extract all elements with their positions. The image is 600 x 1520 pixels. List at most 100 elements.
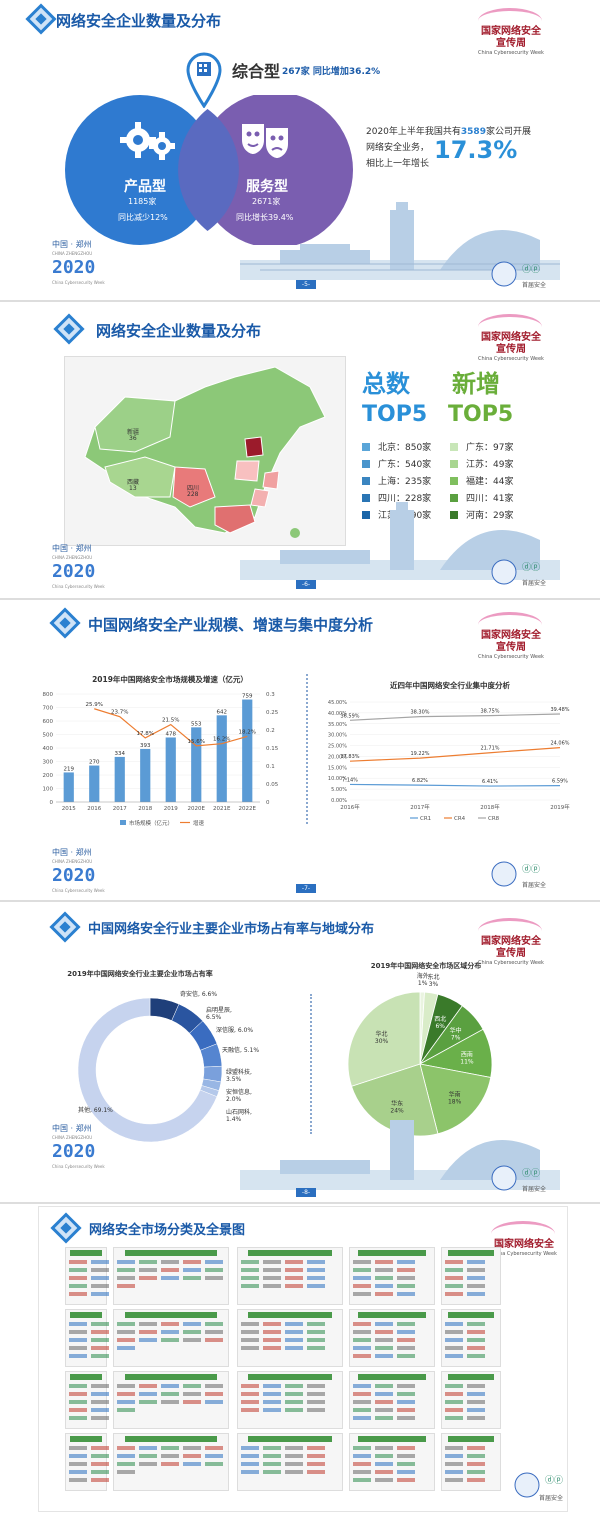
company-logo-chip bbox=[69, 1268, 87, 1272]
pie-slice bbox=[419, 1063, 492, 1135]
company-logo-chip bbox=[307, 1322, 325, 1326]
gears-icon bbox=[120, 122, 175, 160]
company-logo-chip bbox=[139, 1400, 157, 1404]
company-logo-chip bbox=[397, 1384, 415, 1388]
company-logo-chip bbox=[445, 1322, 463, 1326]
company-logo-chip bbox=[117, 1408, 135, 1412]
company-logo-chip bbox=[205, 1446, 223, 1450]
chart-title: 近四年中国网络安全行业集中度分析 bbox=[390, 680, 510, 690]
company-logo-chip bbox=[69, 1292, 87, 1296]
market-size-chart: 2019年中国网络安全市场规模及增速（亿元） 0 100 200 300 400 500 60… bbox=[43, 674, 279, 827]
right-circle-label: 服务型 bbox=[246, 179, 288, 195]
title-diamond-icon bbox=[25, 3, 57, 35]
company-logo-chip bbox=[241, 1330, 259, 1334]
china-map: 新疆 36 西藏 13 四川 228 bbox=[64, 356, 346, 546]
company-logo-chip bbox=[375, 1408, 393, 1412]
company-logo-chip bbox=[467, 1416, 485, 1420]
company-logo-chip bbox=[139, 1322, 157, 1326]
landscape-category-header bbox=[248, 1374, 332, 1380]
slice-label: 华东 bbox=[391, 1100, 403, 1108]
x-tick-label: 2017年 bbox=[410, 803, 430, 811]
summary-line1: 2020年上半年我国共有3589家公司开展 bbox=[366, 127, 531, 137]
company-logo-chip bbox=[353, 1338, 371, 1342]
company-logo-chip bbox=[445, 1454, 463, 1458]
company-logo-chip bbox=[285, 1260, 303, 1264]
company-logo-chip bbox=[467, 1322, 485, 1326]
x-tick-label: 2017 bbox=[113, 806, 127, 812]
company-logo-chip bbox=[205, 1268, 223, 1272]
map-number: 36 bbox=[129, 435, 137, 442]
top5-item-text: 四川：41家 bbox=[466, 494, 514, 504]
landscape-category-box bbox=[113, 1371, 229, 1429]
y-tick-label: 0 bbox=[50, 800, 54, 806]
company-logo-chip bbox=[69, 1322, 87, 1326]
company-logo-chip bbox=[307, 1268, 325, 1272]
top5-item-text: 上海：235家 bbox=[378, 477, 432, 487]
series-line bbox=[349, 783, 561, 787]
company-logo-chip bbox=[353, 1354, 371, 1358]
company-logo-chip bbox=[69, 1462, 87, 1466]
security-corner-logo: ⓓⓟ bbox=[514, 1472, 563, 1498]
svg-text:ⓓⓟ: ⓓⓟ bbox=[522, 562, 540, 573]
legend-swatch bbox=[450, 443, 458, 451]
company-logo-chip bbox=[285, 1268, 303, 1272]
company-logo-chip bbox=[241, 1408, 259, 1412]
data-label: 24.06% bbox=[550, 741, 569, 747]
company-logo-chip bbox=[117, 1384, 135, 1388]
landscape-category-header bbox=[358, 1436, 426, 1442]
company-logo-chip bbox=[117, 1462, 135, 1466]
company-logo-chip bbox=[375, 1392, 393, 1396]
company-logo-chip bbox=[445, 1384, 463, 1388]
slice-label: 安恒信息, bbox=[226, 1088, 252, 1096]
legend-swatch bbox=[450, 460, 458, 468]
legend-label: CR4 bbox=[454, 816, 466, 822]
company-logo-chip bbox=[69, 1454, 87, 1458]
company-logo-chip bbox=[467, 1478, 485, 1482]
company-logo-chip bbox=[353, 1392, 371, 1396]
corner-logo-text: 首届安全 bbox=[539, 1495, 564, 1502]
company-logo-chip bbox=[307, 1330, 325, 1334]
company-logo-chip bbox=[91, 1322, 109, 1326]
page-number: -7- bbox=[296, 884, 316, 893]
landscape-category-header bbox=[358, 1374, 426, 1380]
company-logo-chip bbox=[263, 1260, 281, 1264]
landscape-category-header bbox=[248, 1250, 332, 1256]
y-tick-label: 45.00% bbox=[328, 700, 347, 706]
growth-value: 17.3% bbox=[434, 136, 518, 164]
company-logo-chip bbox=[263, 1392, 281, 1396]
landscape-category-box bbox=[237, 1433, 343, 1491]
y2-tick-label: 0.3 bbox=[266, 692, 275, 698]
company-logo-chip bbox=[91, 1354, 109, 1358]
x-tick-label: 2020E bbox=[188, 806, 206, 812]
company-logo-chip bbox=[397, 1478, 415, 1482]
slice-label: 6.5% bbox=[206, 1014, 222, 1021]
company-logo-chip bbox=[445, 1478, 463, 1482]
top5-list-item: 上海：235家 bbox=[362, 474, 431, 487]
legend-swatch bbox=[450, 511, 458, 519]
company-logo-chip bbox=[205, 1462, 223, 1466]
data-label: 17.83% bbox=[340, 754, 359, 760]
legend-swatch bbox=[120, 820, 126, 825]
title-diamond-icon bbox=[50, 1212, 82, 1244]
company-logo-chip bbox=[375, 1284, 393, 1288]
theater-masks-icon bbox=[242, 124, 288, 158]
series-line bbox=[349, 713, 561, 721]
new-label: 新增 bbox=[452, 370, 500, 398]
company-logo-chip bbox=[91, 1276, 109, 1280]
x-tick-label: 2016 bbox=[87, 806, 101, 812]
company-logo-chip bbox=[285, 1446, 303, 1450]
new-top: TOP5 bbox=[448, 402, 514, 427]
top5-list-item: 广东：97家 bbox=[450, 440, 513, 453]
security-landscape-map bbox=[65, 1247, 505, 1497]
company-logo-chip bbox=[241, 1462, 259, 1466]
company-logo-chip bbox=[161, 1260, 179, 1264]
company-logo-chip bbox=[263, 1462, 281, 1466]
company-logo-chip bbox=[117, 1322, 135, 1326]
company-logo-chip bbox=[375, 1276, 393, 1280]
company-logo-chip bbox=[445, 1292, 463, 1296]
y-tick-label: 600 bbox=[43, 719, 54, 725]
company-logo-chip bbox=[161, 1338, 179, 1342]
landscape-category-header bbox=[70, 1436, 102, 1442]
landscape-category-box bbox=[441, 1247, 501, 1305]
company-logo-chip bbox=[353, 1478, 371, 1482]
